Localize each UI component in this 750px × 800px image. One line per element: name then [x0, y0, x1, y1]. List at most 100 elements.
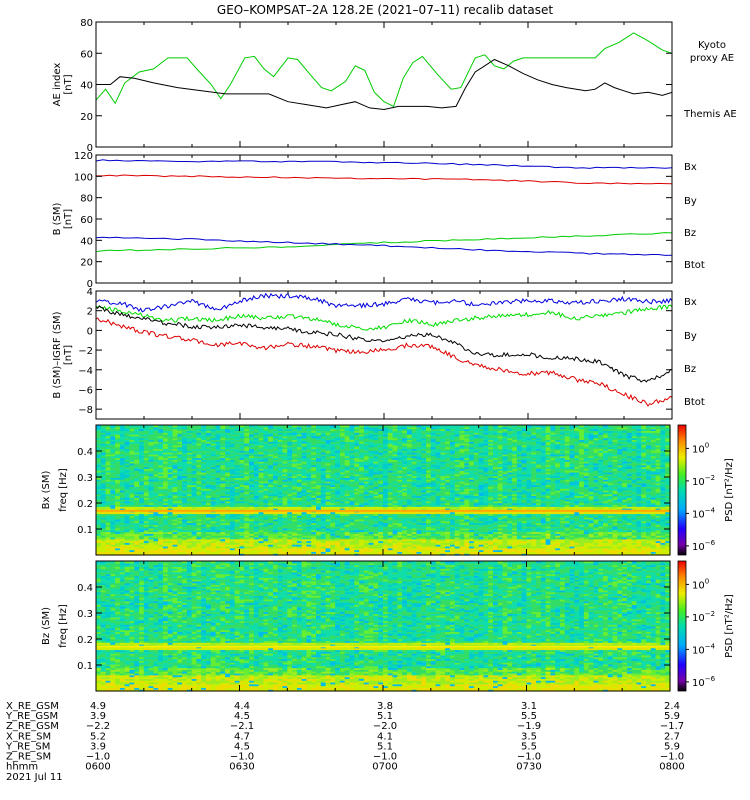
spectrogram-cell	[296, 439, 303, 442]
spectrogram-cell	[378, 535, 384, 538]
spectrogram-cell	[387, 535, 394, 538]
spectrogram-cell	[339, 457, 346, 460]
spectrogram-cell	[301, 488, 308, 491]
spectrogram-cell	[249, 459, 255, 462]
spectrogram-cell	[258, 526, 265, 529]
spectrogram-cell	[186, 511, 193, 515]
spectrogram-cell	[325, 520, 331, 524]
spectrogram-cell	[373, 500, 379, 504]
spectrogram-cell	[119, 518, 126, 522]
spectrogram-cell	[206, 482, 212, 486]
spectrogram-cell	[143, 468, 150, 471]
spectrogram-cell	[402, 428, 408, 432]
spectrogram-cell	[268, 517, 274, 520]
spectrogram-cell	[335, 430, 341, 433]
spectrogram-cell	[215, 470, 221, 473]
spectrogram-cell	[110, 459, 116, 462]
spectrogram-cell	[182, 536, 188, 540]
spectrogram-cell	[402, 493, 408, 497]
legend-label: By	[684, 331, 697, 342]
spectrogram-cell	[373, 497, 379, 500]
spectrogram-cell	[387, 531, 394, 534]
spectrogram-cell	[282, 443, 288, 446]
spectrogram-cell	[268, 520, 274, 524]
spectrogram-cell	[306, 520, 312, 524]
spectrogram-cell	[115, 536, 121, 540]
spectrogram-cell	[320, 504, 327, 507]
spectrogram-cell	[330, 430, 336, 433]
spectrogram-cell	[373, 441, 379, 444]
spectrogram-cell	[119, 511, 126, 515]
spectrogram-cell	[263, 529, 269, 533]
spectrogram-cell	[162, 535, 169, 538]
spectrogram-cell	[220, 482, 226, 486]
spectrogram-cell	[402, 490, 408, 493]
spectrogram-cell	[225, 545, 231, 549]
spectrogram-cell	[272, 529, 279, 533]
spectrogram-cell	[272, 531, 279, 534]
spectrogram-cell	[320, 488, 327, 491]
spectrogram-cell	[392, 511, 398, 515]
spectrogram-cell	[339, 484, 346, 487]
spectrogram-cell	[335, 531, 341, 534]
y-tick-label: −2	[78, 346, 93, 357]
spectrogram-cell	[225, 443, 231, 446]
spectrogram-cell	[292, 457, 298, 460]
spectrogram-cell	[234, 488, 241, 491]
spectrogram-cell	[182, 457, 188, 460]
spectrogram-cell	[359, 513, 365, 516]
spectrogram-cell	[119, 502, 126, 506]
spectrogram-cell	[301, 459, 308, 462]
spectrogram-cell	[287, 520, 293, 524]
spectrogram-cell	[177, 459, 183, 462]
spectrogram-cell	[191, 515, 198, 518]
spectrogram-cell	[115, 551, 121, 554]
spectrogram-cell	[201, 531, 207, 534]
spectrogram-cell	[110, 462, 116, 466]
spectrogram-cell	[344, 520, 351, 524]
spectrogram-cell	[115, 475, 121, 478]
spectrogram-cell	[244, 486, 250, 489]
spectrogram-cell	[105, 435, 111, 439]
spectrogram-cell	[201, 435, 207, 439]
spectrogram-cell	[115, 468, 121, 471]
spectrogram-cell	[253, 495, 260, 498]
spectrogram-cell	[186, 504, 193, 507]
spectrogram-cell	[268, 461, 274, 464]
spectrogram-cell	[249, 455, 255, 459]
spectrogram-cell	[225, 497, 231, 500]
spectrogram-cell	[268, 499, 274, 502]
spectrogram-cell	[225, 459, 231, 462]
spectrogram-cell	[378, 553, 384, 556]
spectrogram-cell	[387, 508, 394, 511]
spectrogram-cell	[139, 435, 145, 439]
spectrogram-cell	[287, 518, 293, 522]
spectrogram-cell	[272, 439, 279, 442]
spectrogram-cell	[124, 508, 131, 511]
spectrogram-cell	[253, 535, 260, 538]
spectrogram-cell	[301, 508, 308, 511]
spectrogram-cell	[129, 455, 135, 459]
spectrogram-cell	[210, 444, 217, 448]
spectrogram-cell	[148, 480, 154, 484]
spectrogram-cell	[387, 493, 394, 497]
spectrogram-cell	[263, 500, 269, 504]
spectrogram-cell	[311, 536, 317, 540]
spectrogram-cell	[406, 545, 413, 549]
spectrogram-cell	[196, 443, 202, 446]
spectrogram-cell	[301, 439, 308, 442]
spectrogram-cell	[383, 490, 389, 493]
spectrogram-cell	[373, 547, 379, 551]
spectrogram-cell	[244, 453, 250, 457]
spectrogram-cell	[368, 473, 375, 477]
spectrogram-cell	[320, 452, 327, 455]
spectrogram-cell	[392, 477, 398, 480]
spectrogram-cell	[330, 513, 336, 516]
spectrogram-cell	[282, 540, 288, 543]
spectrogram-cell	[234, 459, 241, 462]
spectrogram-cell	[225, 549, 231, 552]
spectrogram-cell	[162, 430, 169, 433]
spectrogram-cell	[363, 471, 370, 475]
spectrogram-cell	[277, 486, 284, 489]
spectrogram-cell	[253, 468, 260, 471]
